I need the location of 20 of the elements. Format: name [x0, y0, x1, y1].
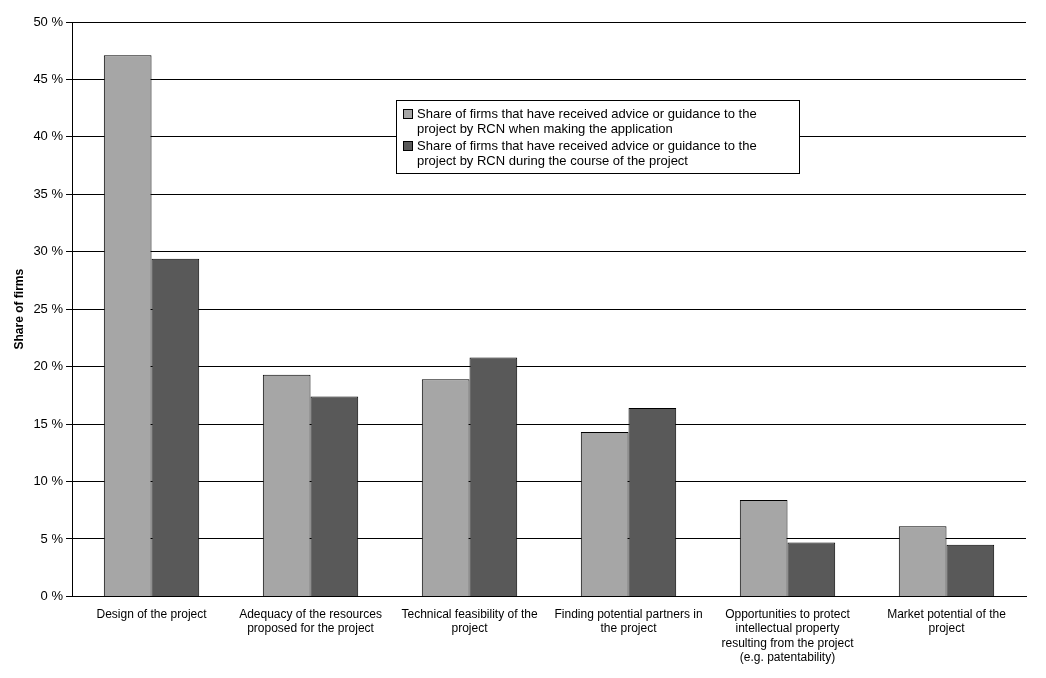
legend-label: Share of firms that have received advice or guidance to the project by RCN during the course of the project — [417, 138, 758, 168]
y-tick-label: 20 % — [33, 358, 64, 374]
x-tick-label: Opportunities to protect intellectual property resulting from the project (e.g. patentability) — [721, 606, 855, 665]
x-tick-label: Finding potential partners in the project — [554, 606, 703, 636]
x-tick-label: Adequacy of the resources proposed for the project — [239, 606, 382, 636]
legend-label: Share of firms that have received advice or guidance to the project by RCN when making the application — [417, 106, 758, 136]
y-tick-label: 10 % — [33, 473, 64, 489]
y-tick-label: 25 % — [33, 300, 64, 316]
x-tick-label: Market potential of the project — [887, 606, 1007, 636]
y-tick-label: 5 % — [40, 530, 64, 546]
y-tick-label: 0 % — [40, 587, 64, 603]
y-tick-label: 35 % — [33, 185, 64, 201]
y-tick-label: 45 % — [33, 71, 64, 87]
y-axis-title: Share of firms — [11, 268, 26, 350]
x-tick-label: Design of the project — [96, 606, 208, 621]
x-tick-label: Technical feasibility of the project — [401, 606, 538, 636]
y-tick-label: 40 % — [33, 128, 64, 144]
y-tick-label: 30 % — [33, 243, 64, 259]
y-tick-label: 50 % — [33, 13, 64, 29]
y-tick-label: 15 % — [33, 415, 64, 431]
